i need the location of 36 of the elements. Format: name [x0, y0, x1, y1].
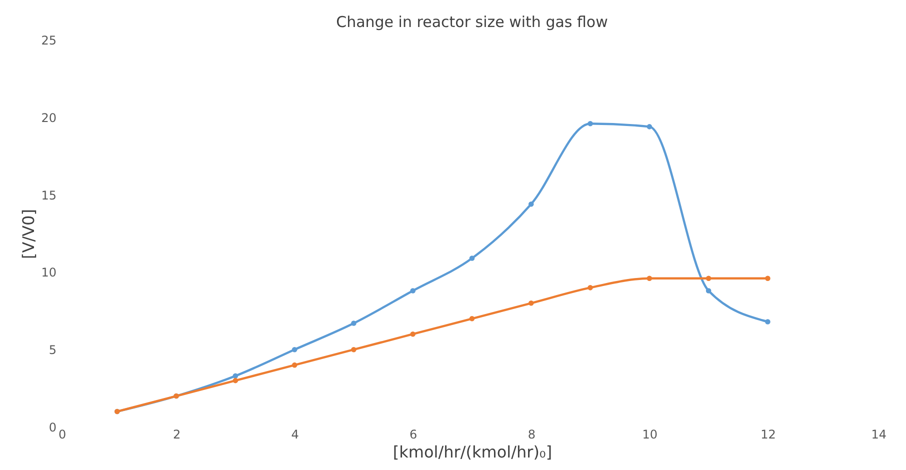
y-tick-label: 10	[41, 266, 56, 280]
y-tick-label: 5	[48, 343, 56, 358]
point	[588, 120, 593, 126]
point	[469, 256, 475, 261]
point	[410, 288, 416, 294]
x-tick-label: 8	[528, 428, 536, 442]
point	[232, 378, 238, 384]
point	[646, 124, 652, 130]
x-tick-label: 12	[760, 428, 776, 442]
chart-title: Change in reactor size with gas flow	[336, 13, 608, 31]
point	[232, 373, 238, 379]
point	[706, 276, 712, 282]
x-tick-label: 4	[291, 428, 299, 442]
x-tick-label: 2	[172, 428, 181, 442]
point	[765, 319, 770, 324]
x-tick-label: 6	[410, 428, 418, 442]
point	[765, 276, 770, 282]
y-axis-title: [V/V0]	[19, 209, 38, 259]
x-tick-label: 14	[871, 428, 886, 442]
point	[646, 276, 652, 282]
point	[410, 331, 416, 337]
y-tick-label: 15	[41, 188, 56, 202]
point	[706, 288, 712, 294]
x-tick-label: 10	[642, 428, 658, 442]
x-axis-title: [kmol/hr/(kmol/hr)₀]	[392, 442, 552, 462]
point	[528, 201, 534, 207]
point	[292, 346, 298, 352]
x-tick-label: 0	[58, 428, 66, 442]
y-tick-label: 20	[41, 110, 56, 125]
point	[469, 316, 475, 322]
point	[351, 320, 356, 326]
point	[588, 285, 593, 290]
point	[292, 362, 298, 368]
point	[351, 346, 356, 352]
point	[528, 300, 534, 306]
y-tick-label: 25	[41, 34, 56, 48]
